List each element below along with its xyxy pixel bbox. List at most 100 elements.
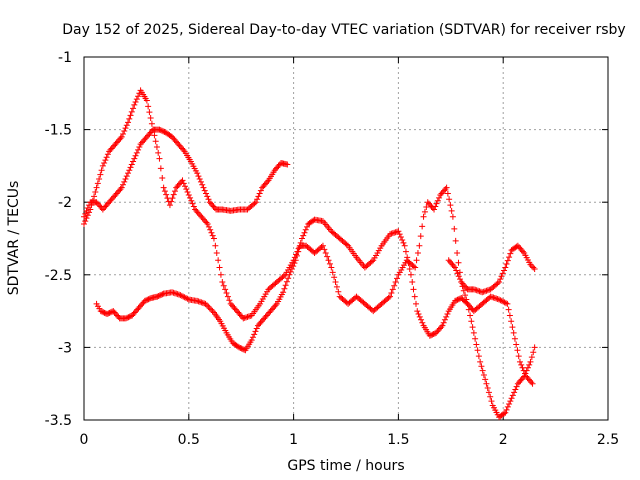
- data-point-plus: [141, 136, 148, 143]
- data-point-plus: [508, 318, 515, 325]
- data-point-plus: [513, 383, 520, 390]
- data-point-plus: [145, 132, 152, 139]
- data-point-plus: [275, 162, 282, 169]
- data-point-plus: [205, 223, 212, 230]
- data-point-plus: [107, 197, 114, 204]
- data-point-plus: [292, 257, 299, 264]
- data-point-plus: [501, 299, 508, 306]
- data-point-plus: [106, 309, 113, 316]
- data-point-plus: [468, 318, 475, 325]
- data-point-plus: [407, 271, 414, 278]
- y-tick-label: -2.5: [45, 268, 72, 284]
- data-point-plus: [433, 329, 440, 336]
- data-point-plus: [523, 367, 530, 374]
- data-point-plus: [415, 311, 422, 318]
- data-point-plus: [84, 205, 91, 212]
- y-tick-label: -1: [58, 50, 72, 66]
- data-point-plus: [463, 299, 470, 306]
- data-point-plus: [394, 275, 401, 282]
- data-point-plus: [131, 101, 138, 108]
- data-point-plus: [126, 115, 133, 122]
- data-point-plus: [514, 347, 521, 354]
- data-point-plus: [195, 173, 202, 180]
- data-point-plus: [431, 206, 438, 213]
- data-point-plus: [222, 286, 229, 293]
- data-point-plus: [92, 189, 99, 196]
- data-point-plus: [427, 202, 434, 209]
- data-point-plus: [413, 257, 420, 264]
- data-point-plus: [154, 293, 161, 300]
- x-tick-label: 2.5: [597, 432, 619, 448]
- data-point-plus: [410, 263, 417, 270]
- data-point-plus: [86, 209, 93, 216]
- data-point-plus: [118, 184, 125, 191]
- data-point-plus: [236, 344, 243, 351]
- data-point-plus: [411, 293, 418, 300]
- data-point-plus: [504, 300, 511, 307]
- data-point-plus: [488, 398, 495, 405]
- data-point-plus: [521, 373, 528, 380]
- data-point-plus: [472, 335, 479, 342]
- data-point-plus: [124, 314, 131, 321]
- data-point-plus: [223, 289, 230, 296]
- data-point-plus: [134, 306, 141, 313]
- data-point-plus: [513, 243, 520, 250]
- data-point-plus: [322, 250, 329, 257]
- data-point-plus: [255, 193, 262, 200]
- data-point-plus: [201, 187, 208, 194]
- data-point-plus: [171, 136, 178, 143]
- data-point-plus: [498, 273, 505, 280]
- data-point-plus: [397, 234, 404, 241]
- data-point-plus: [482, 376, 489, 383]
- data-point-plus: [326, 260, 333, 267]
- data-point-plus: [509, 392, 516, 399]
- data-point-plus: [211, 205, 218, 212]
- data-point-plus: [259, 316, 266, 323]
- data-point-plus: [499, 270, 506, 277]
- data-point-plus: [104, 151, 111, 158]
- data-point-plus: [274, 164, 281, 171]
- data-point-plus: [430, 331, 437, 338]
- data-point-plus: [343, 241, 350, 248]
- data-point-plus: [252, 328, 259, 335]
- data-point-plus: [192, 206, 199, 213]
- data-point-plus: [237, 312, 244, 319]
- data-point-plus: [230, 303, 237, 310]
- data-point-plus: [169, 133, 176, 140]
- data-point-plus: [265, 311, 272, 318]
- axis-ticks: [83, 56, 609, 421]
- data-point-plus: [198, 213, 205, 220]
- data-point-plus: [518, 247, 525, 254]
- data-point-plus: [109, 144, 116, 151]
- data-point-plus: [110, 308, 117, 315]
- data-point-plus: [467, 303, 474, 310]
- data-point-plus: [103, 154, 110, 161]
- data-point-plus: [445, 257, 452, 264]
- data-point-plus: [112, 191, 119, 198]
- data-point-plus: [501, 267, 508, 274]
- data-point-plus: [227, 300, 234, 307]
- data-point-plus: [517, 245, 524, 252]
- data-point-plus: [97, 308, 104, 315]
- data-point-plus: [98, 167, 105, 174]
- data-point-plus: [528, 379, 535, 386]
- data-point-plus: [157, 127, 164, 134]
- data-point-plus: [285, 275, 292, 282]
- data-point-plus: [438, 324, 445, 331]
- data-point-plus: [203, 302, 210, 309]
- data-point-plus: [453, 297, 460, 304]
- data-point-plus: [444, 311, 451, 318]
- data-point-plus: [487, 393, 494, 400]
- data-point-plus: [441, 316, 448, 323]
- data-point-plus: [260, 183, 267, 190]
- data-point-plus: [460, 287, 467, 294]
- y-tick-label: -3: [58, 340, 72, 356]
- data-point-plus: [234, 343, 241, 350]
- data-point-plus: [501, 410, 508, 417]
- data-point-plus: [475, 353, 482, 360]
- data-point-plus: [151, 132, 158, 139]
- data-point-plus: [94, 180, 101, 187]
- data-point-plus: [248, 337, 255, 344]
- data-point-plus: [287, 268, 294, 275]
- data-point-plus: [508, 395, 515, 402]
